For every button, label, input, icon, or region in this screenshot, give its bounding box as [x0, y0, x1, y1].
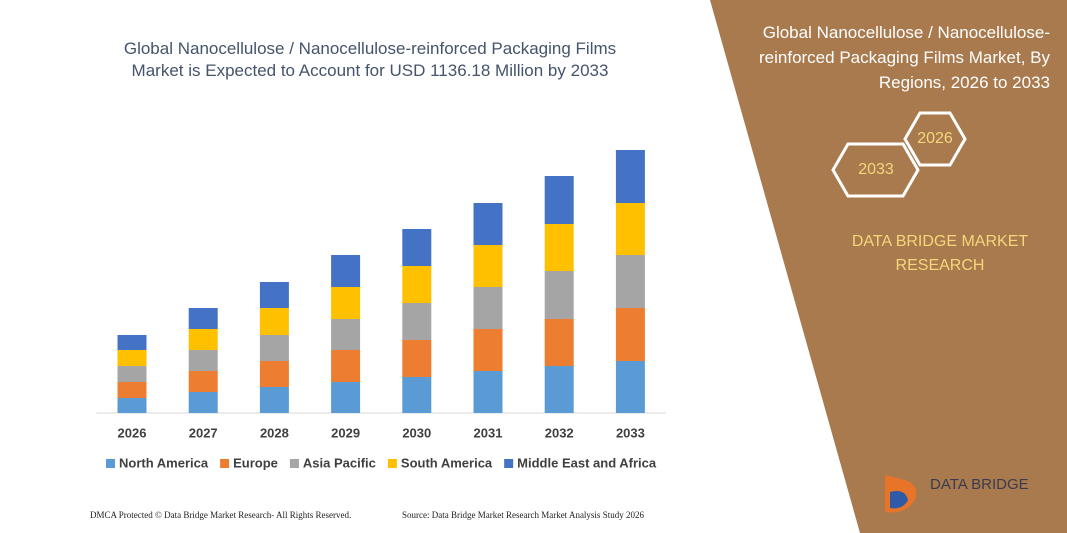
x-tick-label: 2030: [402, 425, 431, 440]
bar-segment: [544, 319, 574, 366]
bar-segment: [331, 319, 361, 350]
bar-segment: [259, 387, 289, 413]
x-tick-label: 2027: [189, 425, 218, 440]
bar-segment: [615, 361, 645, 413]
logo-text: DATA BRIDGE: [930, 476, 1029, 493]
bar-segment: [615, 150, 645, 203]
bar-segment: [615, 255, 645, 308]
bar-segment: [188, 371, 218, 392]
bar-segment: [473, 203, 503, 245]
bar-segment: [473, 371, 503, 413]
bar-segment: [188, 350, 218, 371]
x-tick-label: 2026: [118, 425, 147, 440]
legend-swatch: [504, 459, 514, 468]
x-tick-label: 2028: [260, 425, 289, 440]
x-tick-label: 2029: [331, 425, 360, 440]
bar-segment: [259, 308, 289, 335]
legend-swatch: [387, 459, 397, 468]
legend-label: Asia Pacific: [303, 455, 376, 470]
brand-text: DATA BRIDGE MARKET RESEARCH: [851, 233, 1029, 274]
legend-label: South America: [401, 455, 493, 470]
bar-segment: [117, 398, 147, 413]
bar-segment: [117, 366, 147, 382]
bar-segment: [188, 392, 218, 413]
logo-icon: [890, 491, 908, 509]
legend-label: Middle East and Africa: [517, 455, 657, 470]
bar-segment: [259, 361, 289, 387]
bar-segment: [402, 340, 432, 377]
bar-segment: [117, 350, 147, 366]
bar-segment: [402, 266, 432, 303]
legend-swatch: [289, 459, 299, 468]
legend-swatch: [106, 459, 115, 468]
legend-swatch: [220, 459, 230, 468]
x-tick-label: 2033: [616, 425, 645, 440]
legend-label: North America: [119, 455, 209, 470]
chart-title: Global Nanocellulose / Nanocellulose-rei…: [123, 39, 617, 80]
bar-segment: [615, 203, 645, 255]
bar-segment: [331, 382, 361, 413]
bar-segment: [402, 377, 432, 413]
bar-segment: [331, 287, 361, 319]
bar-segment: [188, 308, 218, 329]
bar-segment: [188, 329, 218, 350]
bar-segment: [331, 350, 361, 382]
bar-segment: [615, 308, 645, 361]
bar-segment: [544, 366, 574, 413]
bar-segment: [544, 224, 574, 271]
bar-segment: [331, 255, 361, 287]
side-panel: [710, 0, 1067, 533]
bar-segment: [473, 329, 503, 371]
bar-segment: [544, 271, 574, 319]
hex-label: 2026: [917, 130, 953, 147]
bar-segment: [544, 176, 574, 224]
bar-segment: [473, 245, 503, 287]
bar-segment: [402, 303, 432, 340]
x-tick-label: 2031: [474, 425, 503, 440]
bar-segment: [473, 287, 503, 329]
bar-segment: [259, 282, 289, 308]
hexagon: [903, 111, 967, 167]
legend-label: Europe: [233, 455, 278, 470]
bar-segment: [117, 335, 147, 350]
bar-segment: [259, 335, 289, 361]
hex-label: 2033: [858, 161, 894, 178]
bar-segment: [117, 382, 147, 398]
footer-text: DMCA Protected © Data Bridge Market Rese…: [90, 510, 351, 520]
footer-text: Source: Data Bridge Market Research Mark…: [402, 510, 644, 520]
bar-segment: [402, 229, 432, 266]
hexagon: [831, 142, 920, 198]
x-tick-label: 2032: [545, 425, 574, 440]
panel-title: Global Nanocellulose / Nanocellulose-rei…: [759, 23, 1050, 92]
